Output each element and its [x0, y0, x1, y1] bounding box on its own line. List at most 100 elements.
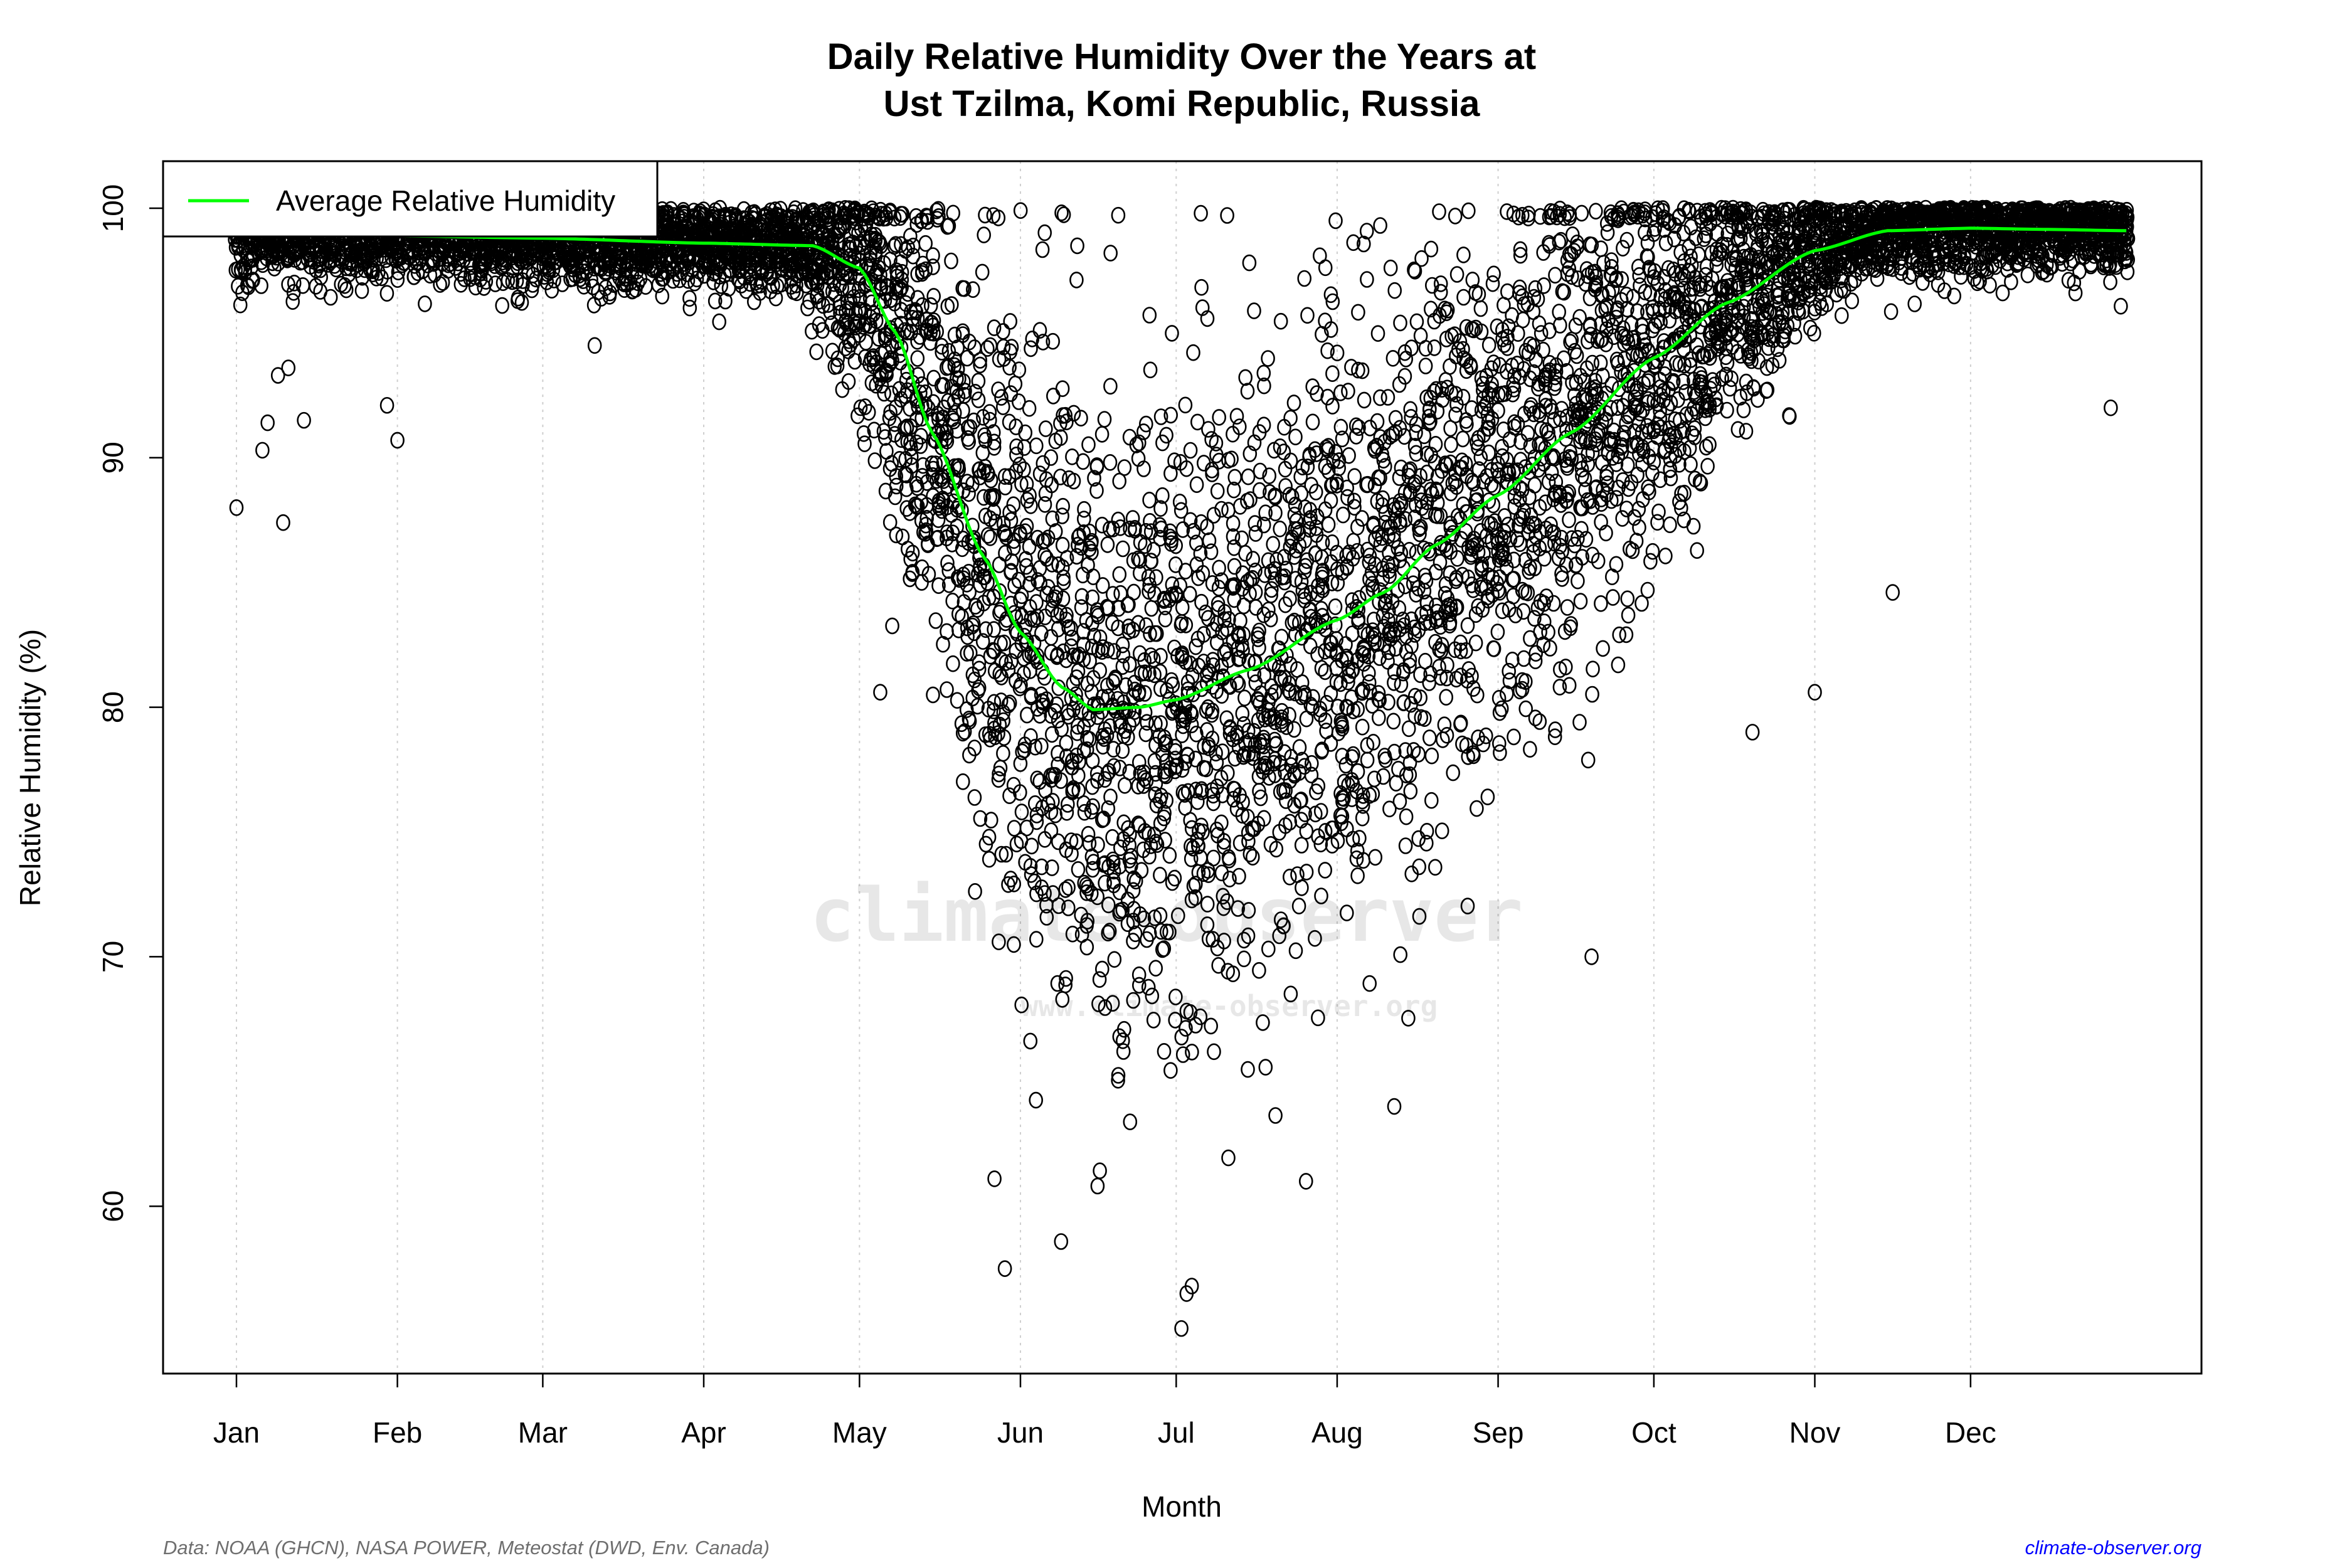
data-point — [1034, 738, 1049, 755]
data-point — [1183, 512, 1198, 529]
data-point — [1398, 511, 1412, 528]
data-point — [857, 435, 872, 452]
data-point — [1342, 544, 1357, 561]
data-point — [987, 319, 1002, 336]
data-point — [1013, 591, 1027, 608]
data-point — [1470, 800, 1484, 817]
data-point — [1091, 697, 1106, 715]
data-point — [1055, 507, 1069, 524]
data-point — [1490, 623, 1505, 640]
data-point — [1274, 702, 1290, 720]
data-point — [1407, 261, 1421, 278]
data-point — [1500, 339, 1515, 356]
data-point — [924, 314, 939, 332]
data-point — [889, 477, 904, 495]
data-point — [991, 381, 1005, 398]
data-point — [1193, 1008, 1208, 1025]
data-point — [1121, 729, 1135, 746]
data-point — [1268, 571, 1282, 588]
data-point — [1480, 406, 1495, 423]
data-point — [1252, 961, 1266, 979]
data-point — [1061, 899, 1076, 916]
data-point — [1077, 501, 1091, 518]
data-point — [1303, 696, 1318, 714]
data-point — [1268, 489, 1283, 506]
data-point — [1209, 744, 1223, 762]
data-point — [1113, 519, 1128, 536]
data-point — [1012, 361, 1027, 379]
data-point — [1459, 352, 1474, 369]
data-point — [1165, 704, 1180, 721]
data-point — [908, 496, 923, 514]
data-point — [1391, 500, 1406, 517]
data-point — [1385, 349, 1401, 367]
data-point — [1350, 763, 1365, 780]
data-point — [1089, 602, 1104, 619]
data-point — [1153, 664, 1168, 681]
data-point — [1360, 751, 1375, 769]
data-point — [1076, 637, 1091, 654]
data-point — [1009, 835, 1024, 852]
data-point — [1226, 965, 1241, 982]
data-point — [848, 221, 862, 238]
data-point — [1466, 475, 1481, 492]
data-point — [505, 273, 520, 290]
data-point — [1336, 506, 1350, 524]
data-point — [1276, 917, 1291, 935]
data-point — [950, 518, 964, 536]
data-point — [1458, 455, 1473, 472]
data-point — [1409, 424, 1423, 442]
data-point — [1138, 685, 1152, 702]
data-point — [1159, 426, 1173, 444]
data-point — [1460, 617, 1475, 634]
data-point — [1163, 1062, 1178, 1079]
data-point — [983, 529, 998, 546]
data-point — [1134, 862, 1149, 879]
data-point — [1448, 386, 1463, 403]
data-point — [1465, 576, 1479, 593]
data-point — [1490, 575, 1504, 592]
data-point — [1112, 883, 1127, 901]
data-point — [1304, 766, 1319, 783]
data-point — [1295, 674, 1310, 691]
data-point — [327, 251, 342, 268]
data-point — [996, 398, 1010, 415]
data-point — [1111, 206, 1126, 224]
data-point — [1197, 626, 1211, 643]
data-point — [1433, 275, 1448, 292]
data-point — [1095, 960, 1110, 978]
data-point — [1251, 630, 1266, 647]
data-point — [1242, 254, 1257, 272]
data-point — [939, 423, 954, 441]
data-point — [800, 299, 815, 317]
data-point — [1226, 515, 1241, 532]
data-point — [1144, 553, 1158, 570]
data-point — [1294, 837, 1309, 854]
data-point — [1282, 707, 1296, 724]
data-point — [946, 655, 960, 672]
data-point — [931, 577, 946, 595]
data-point — [919, 522, 933, 539]
data-point — [1283, 869, 1297, 886]
data-point — [390, 271, 405, 289]
data-point — [991, 771, 1006, 788]
data-point — [1214, 501, 1229, 518]
data-point — [856, 318, 871, 335]
data-point — [1054, 720, 1069, 738]
data-point — [1256, 516, 1271, 534]
data-point — [901, 285, 915, 302]
data-point — [1517, 650, 1531, 667]
data-point — [1318, 823, 1333, 840]
data-point — [1246, 551, 1260, 568]
data-point — [1392, 600, 1407, 617]
data-point — [1515, 681, 1530, 698]
data-point — [894, 263, 909, 281]
data-point — [1227, 469, 1242, 486]
data-point — [1396, 612, 1410, 628]
data-point — [1105, 829, 1120, 846]
data-point — [1044, 449, 1058, 466]
data-point — [997, 634, 1012, 652]
data-point — [1201, 421, 1216, 438]
data-point — [1248, 654, 1262, 672]
data-point — [1200, 518, 1214, 536]
